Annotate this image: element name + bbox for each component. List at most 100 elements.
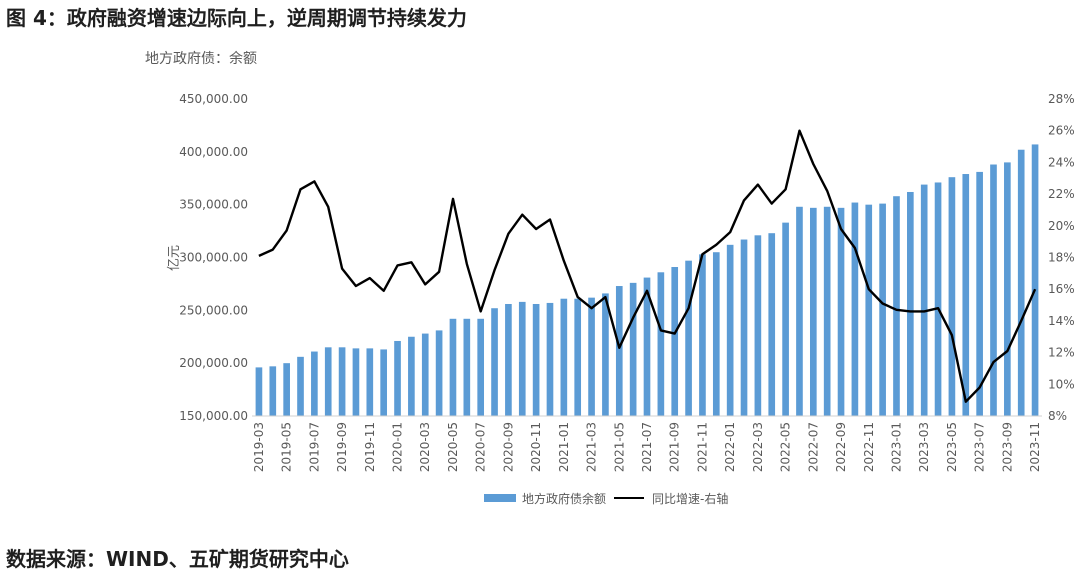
bar [699, 254, 706, 416]
bar [740, 239, 748, 416]
y-right-tick-label: 28% [1048, 92, 1075, 106]
bar [324, 347, 332, 416]
x-tick-label: 2019-11 [363, 422, 377, 472]
bar [477, 318, 485, 416]
legend-label-bar: 地方政府债余额 [522, 491, 606, 506]
bar [505, 303, 512, 416]
bar [629, 282, 637, 416]
bar [463, 318, 471, 416]
bar [408, 336, 415, 416]
bar [1031, 144, 1039, 417]
y-left-tick-label: 300,000.00 [179, 251, 248, 265]
x-tick-label: 2022-11 [862, 422, 876, 472]
x-tick-label: 2023-03 [917, 422, 931, 472]
bar [532, 303, 540, 416]
x-tick-label: 2022-05 [779, 422, 793, 472]
bar [823, 206, 831, 416]
line-series [258, 129, 1037, 403]
x-tick-label: 2022-07 [806, 422, 820, 472]
right-axis: 8% 10% 12% 14% 16% 18% 20% 22% 24% 26% 28% [1048, 92, 1075, 423]
bar [1017, 149, 1025, 416]
bar [768, 233, 776, 416]
bar [990, 164, 997, 416]
y-right-tick-label: 8% [1048, 409, 1067, 423]
y-left-tick-label: 450,000.00 [179, 92, 248, 106]
bar [865, 204, 873, 416]
bar [809, 207, 817, 416]
bar [962, 174, 970, 416]
bar [394, 340, 401, 416]
growth-line [258, 129, 1037, 403]
bar [796, 206, 803, 416]
source-note: 数据来源：WIND、五矿期货研究中心 [6, 547, 349, 571]
bar [671, 267, 679, 416]
bar [782, 222, 789, 416]
bar [269, 366, 277, 416]
y-right-tick-label: 22% [1048, 187, 1075, 201]
bar [976, 171, 983, 416]
x-tick-label: 2021-03 [585, 422, 599, 472]
y-right-tick-label: 10% [1048, 377, 1075, 391]
y-right-tick-label: 18% [1048, 251, 1075, 265]
x-tick-label: 2021-09 [668, 422, 682, 472]
bar [754, 235, 762, 416]
bar [907, 191, 914, 416]
y-left-tick-label: 350,000.00 [179, 198, 248, 212]
x-tick-label: 2019-07 [307, 422, 321, 472]
left-axis: 150,000.00 200,000.00 250,000.00 300,000.00… [179, 92, 248, 423]
figure-title: 图 4：政府融资增速边际向上，逆周期调节持续发力 [6, 6, 467, 30]
x-tick-label: 2020-11 [529, 422, 543, 472]
bar [893, 196, 900, 416]
x-tick-label: 2023-07 [973, 422, 987, 472]
bar [920, 184, 928, 416]
x-tick-label: 2021-05 [612, 422, 626, 472]
y-right-tick-label: 16% [1048, 282, 1075, 296]
bar [491, 308, 498, 416]
bar [851, 202, 859, 416]
x-tick-label: 2021-01 [557, 422, 571, 472]
x-tick-label: 2022-01 [723, 422, 737, 472]
bar-series [255, 144, 1039, 417]
bar [366, 348, 374, 416]
bar [948, 177, 956, 416]
bar [1004, 162, 1011, 416]
chart-subtitle: 地方政府债：余额 [145, 50, 257, 67]
bar [643, 277, 651, 416]
bar [338, 347, 346, 416]
x-tick-label: 2022-09 [834, 422, 848, 472]
x-tick-label: 2020-01 [391, 422, 405, 472]
bar [602, 293, 609, 416]
x-tick-label: 2021-07 [640, 422, 654, 472]
bar [380, 349, 387, 416]
y-right-tick-label: 26% [1048, 124, 1075, 138]
x-tick-label: 2020-09 [501, 422, 515, 472]
bar [283, 363, 290, 416]
bar [685, 260, 692, 416]
x-tick-label: 2019-09 [335, 422, 349, 472]
y-right-tick-label: 20% [1048, 219, 1075, 233]
x-tick-label: 2021-11 [695, 422, 709, 472]
x-tick-label: 2020-03 [418, 422, 432, 472]
x-tick-label: 2019-03 [252, 422, 266, 472]
legend: 地方政府债余额 同比增速-右轴 [484, 491, 728, 506]
y-left-tick-label: 150,000.00 [179, 409, 248, 423]
bar [574, 298, 582, 416]
bar [879, 203, 886, 416]
x-tick-label: 2022-03 [751, 422, 765, 472]
bar [546, 302, 554, 416]
bar [560, 298, 568, 416]
bar [311, 351, 318, 416]
bar [352, 348, 360, 416]
x-axis: 2019-03 2019-05 2019-07 2019-09 2019-11 2020-… [252, 415, 1042, 472]
bar [726, 244, 734, 416]
x-tick-label: 2023-01 [889, 422, 903, 472]
bar [934, 182, 942, 416]
y-right-tick-label: 24% [1048, 155, 1075, 169]
bar [712, 252, 720, 416]
bar [837, 207, 845, 416]
y-right-tick-label: 14% [1048, 314, 1075, 328]
y-left-tick-label: 250,000.00 [179, 303, 248, 317]
bar [449, 318, 457, 416]
bar [657, 272, 665, 416]
